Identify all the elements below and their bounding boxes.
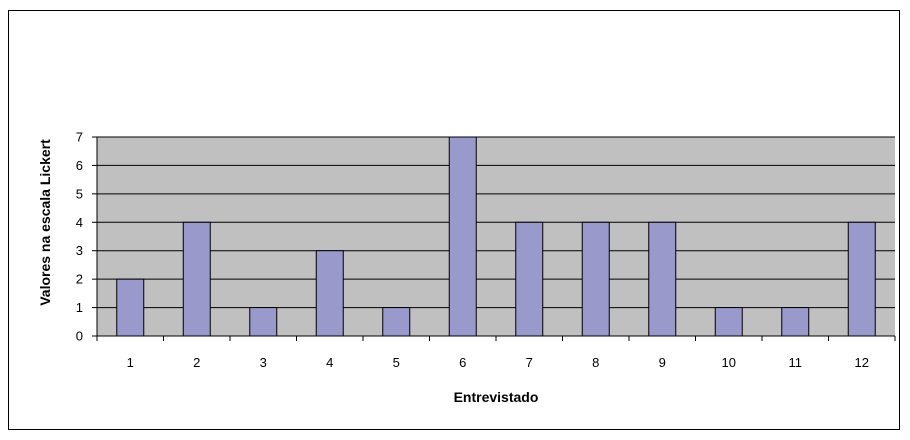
bar-entrevistado-10 xyxy=(714,307,743,337)
x-tick-label: 2 xyxy=(193,355,200,370)
x-tick-label: 9 xyxy=(659,355,666,370)
y-tick-label: 3 xyxy=(76,243,83,258)
x-tick-label: 8 xyxy=(592,355,599,370)
y-tick-label: 1 xyxy=(76,300,83,315)
bar-entrevistado-12 xyxy=(847,221,876,337)
gridlines xyxy=(97,136,895,309)
x-tick-label: 12 xyxy=(855,355,869,370)
y-tick-label: 2 xyxy=(76,272,83,287)
x-tick-label: 6 xyxy=(459,355,466,370)
x-tick-label: 11 xyxy=(789,355,803,370)
x-tick-label: 4 xyxy=(326,355,333,370)
x-tick-label: 3 xyxy=(260,355,267,370)
x-tick-label: 1 xyxy=(127,355,134,370)
y-tick-label: 5 xyxy=(76,186,83,201)
y-tick-labels: 0 1 2 3 4 5 6 7 xyxy=(76,130,83,344)
x-tick-label: 7 xyxy=(526,355,533,370)
x-tick-label: 10 xyxy=(722,355,736,370)
bar-entrevistado-3 xyxy=(249,307,278,337)
bar-entrevistado-8 xyxy=(581,221,610,337)
bar-entrevistado-11 xyxy=(781,307,810,337)
y-axis-title: Valores na escala Lickert xyxy=(37,139,53,306)
bars xyxy=(116,136,876,337)
bar-entrevistado-6 xyxy=(448,136,477,337)
bar-entrevistado-1 xyxy=(116,278,145,337)
plot-area xyxy=(97,137,895,336)
x-tick-labels: 1 2 3 4 5 6 7 8 9 10 11 12 xyxy=(127,355,869,370)
x-tick-label: 5 xyxy=(393,355,400,370)
y-tick-label: 7 xyxy=(76,130,83,145)
bar-entrevistado-7 xyxy=(515,221,544,337)
y-tick-label: 0 xyxy=(76,329,83,344)
bar-entrevistado-4 xyxy=(315,250,344,337)
bar-entrevistado-9 xyxy=(648,221,677,337)
bar-entrevistado-2 xyxy=(182,221,211,337)
y-tick-label: 4 xyxy=(76,215,83,230)
bar-entrevistado-5 xyxy=(382,307,411,337)
axes xyxy=(92,136,896,341)
y-tick-label: 6 xyxy=(76,158,83,173)
x-axis-title: Entrevistado xyxy=(454,389,539,405)
